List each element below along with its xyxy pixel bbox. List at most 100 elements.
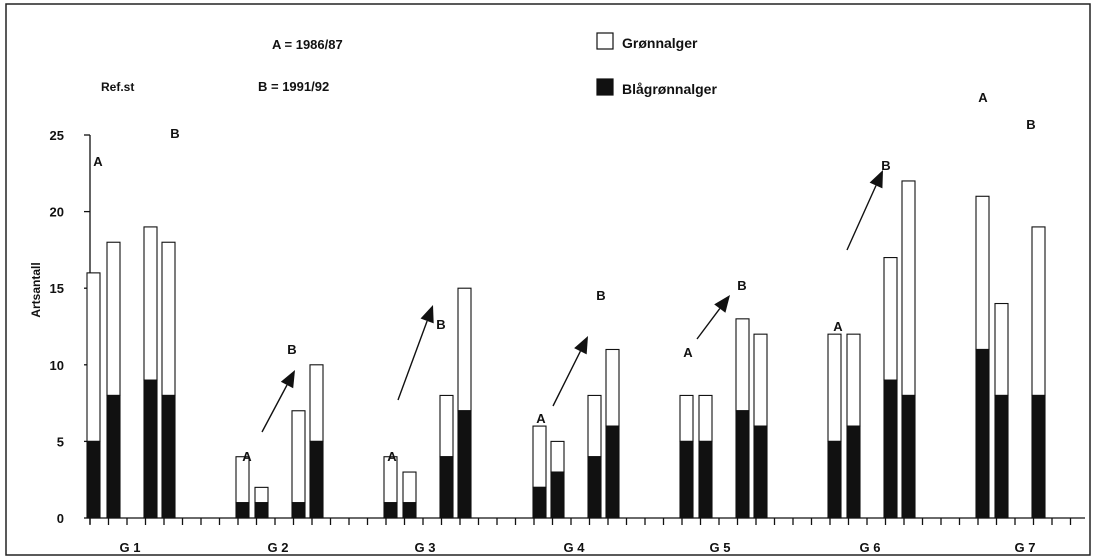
marker-b: B xyxy=(170,126,179,141)
bar-blue-green-algae xyxy=(161,394,176,519)
bar-green-algae xyxy=(679,394,694,442)
period-b-label: B = 1991/92 xyxy=(258,79,329,94)
trend-arrow-head xyxy=(714,295,730,313)
period-a-label: A = 1986/87 xyxy=(272,37,343,52)
bar-blue-green-algae xyxy=(235,502,250,519)
bar-blue-green-algae xyxy=(753,425,768,519)
bars xyxy=(86,180,1046,519)
trend-arrow-head xyxy=(420,305,434,324)
legend-swatch-green-algae xyxy=(596,32,614,50)
legend-label-blue-green-algae: Blågrønnalger xyxy=(622,81,717,97)
bar-blue-green-algae xyxy=(439,456,454,519)
y-tick-label: 20 xyxy=(50,205,64,220)
y-tick-label: 5 xyxy=(57,434,64,449)
trend-arrow-line xyxy=(552,350,582,407)
marker-a: A xyxy=(683,345,693,360)
y-tick-label: 10 xyxy=(50,358,64,373)
bar-blue-green-algae xyxy=(901,394,916,519)
y-tick-label: 25 xyxy=(50,128,64,143)
bar-green-algae xyxy=(587,394,602,458)
bar-green-algae xyxy=(86,272,101,442)
bar-green-algae xyxy=(309,364,324,442)
marker-b: B xyxy=(881,158,890,173)
group-label: G 2 xyxy=(268,540,289,555)
bar-blue-green-algae xyxy=(698,440,713,519)
bar-blue-green-algae xyxy=(309,440,324,519)
ref-station-label: Ref.st xyxy=(101,80,134,94)
bar-blue-green-algae xyxy=(550,471,565,519)
bar-blue-green-algae xyxy=(883,379,898,519)
bar-green-algae xyxy=(106,241,121,396)
bar-green-algae xyxy=(550,440,565,473)
bar-blue-green-algae xyxy=(679,440,694,519)
bar-blue-green-algae xyxy=(143,379,158,519)
group-label: G 7 xyxy=(1015,540,1036,555)
chart-frame xyxy=(5,3,1091,556)
bar-blue-green-algae xyxy=(1031,394,1046,519)
bar-blue-green-algae xyxy=(106,394,121,519)
bar-green-algae xyxy=(735,318,750,412)
annotations: A B A B A B A B A B A B A B xyxy=(93,90,1035,464)
bar-blue-green-algae xyxy=(402,502,417,519)
marker-a: A xyxy=(833,319,843,334)
axes: 0 5 10 15 20 25 G 1 G 2 G 3 G 4 G 5 G 6 G 7 xyxy=(50,128,1085,555)
marker-b: B xyxy=(436,317,445,332)
legend: Grønnalger Blågrønnalger xyxy=(596,32,717,97)
bar-blue-green-algae xyxy=(994,394,1009,519)
bar-green-algae xyxy=(605,348,620,427)
trend-arrow-head xyxy=(574,336,588,355)
marker-b: B xyxy=(287,342,296,357)
bar-green-algae xyxy=(291,410,306,504)
marker-a: A xyxy=(978,90,988,105)
y-tick-label: 0 xyxy=(57,511,64,526)
trend-arrow-line xyxy=(696,308,721,340)
bar-green-algae xyxy=(457,287,472,412)
bar-blue-green-algae xyxy=(291,502,306,519)
bar-green-algae xyxy=(753,333,768,427)
bar-blue-green-algae xyxy=(846,425,861,519)
trend-arrow-line xyxy=(397,320,428,401)
bar-blue-green-algae xyxy=(86,440,101,519)
legend-swatch-blue-green-algae xyxy=(596,78,614,96)
group-label: G 1 xyxy=(120,540,141,555)
marker-b: B xyxy=(737,278,746,293)
group-label: G 6 xyxy=(860,540,881,555)
bar-green-algae xyxy=(698,394,713,442)
bar-green-algae xyxy=(994,302,1009,396)
bar-green-algae xyxy=(161,241,176,396)
bar-green-algae xyxy=(439,394,454,458)
bar-green-algae xyxy=(143,226,158,381)
trend-arrow-head xyxy=(280,370,295,389)
bar-blue-green-algae xyxy=(254,502,269,519)
bar-blue-green-algae xyxy=(605,425,620,519)
bar-green-algae xyxy=(827,333,842,442)
bar-blue-green-algae xyxy=(457,410,472,519)
marker-a: A xyxy=(536,411,546,426)
bar-green-algae xyxy=(1031,226,1046,396)
bar-blue-green-algae xyxy=(735,410,750,519)
marker-a: A xyxy=(387,449,397,464)
trend-arrow-head xyxy=(869,170,883,189)
y-tick-label: 15 xyxy=(50,281,64,296)
bar-blue-green-algae xyxy=(975,348,990,519)
bar-green-algae xyxy=(254,486,269,504)
bar-green-algae xyxy=(975,195,990,351)
bar-green-algae xyxy=(901,180,916,396)
bar-green-algae xyxy=(846,333,861,427)
bar-green-algae xyxy=(402,471,417,504)
group-label: G 4 xyxy=(564,540,586,555)
marker-a: A xyxy=(242,449,252,464)
group-label: G 3 xyxy=(415,540,436,555)
marker-b: B xyxy=(1026,117,1035,132)
legend-label-green-algae: Grønnalger xyxy=(622,35,698,51)
group-label: G 5 xyxy=(710,540,731,555)
bar-green-algae xyxy=(532,425,547,488)
y-axis-label: Artsantall xyxy=(29,262,43,317)
period-legend: A = 1986/87 B = 1991/92 Ref.st xyxy=(101,37,343,94)
marker-b: B xyxy=(596,288,605,303)
trend-arrow-line xyxy=(261,384,288,433)
marker-a: A xyxy=(93,154,103,169)
bar-blue-green-algae xyxy=(383,502,398,519)
bar-blue-green-algae xyxy=(587,456,602,519)
